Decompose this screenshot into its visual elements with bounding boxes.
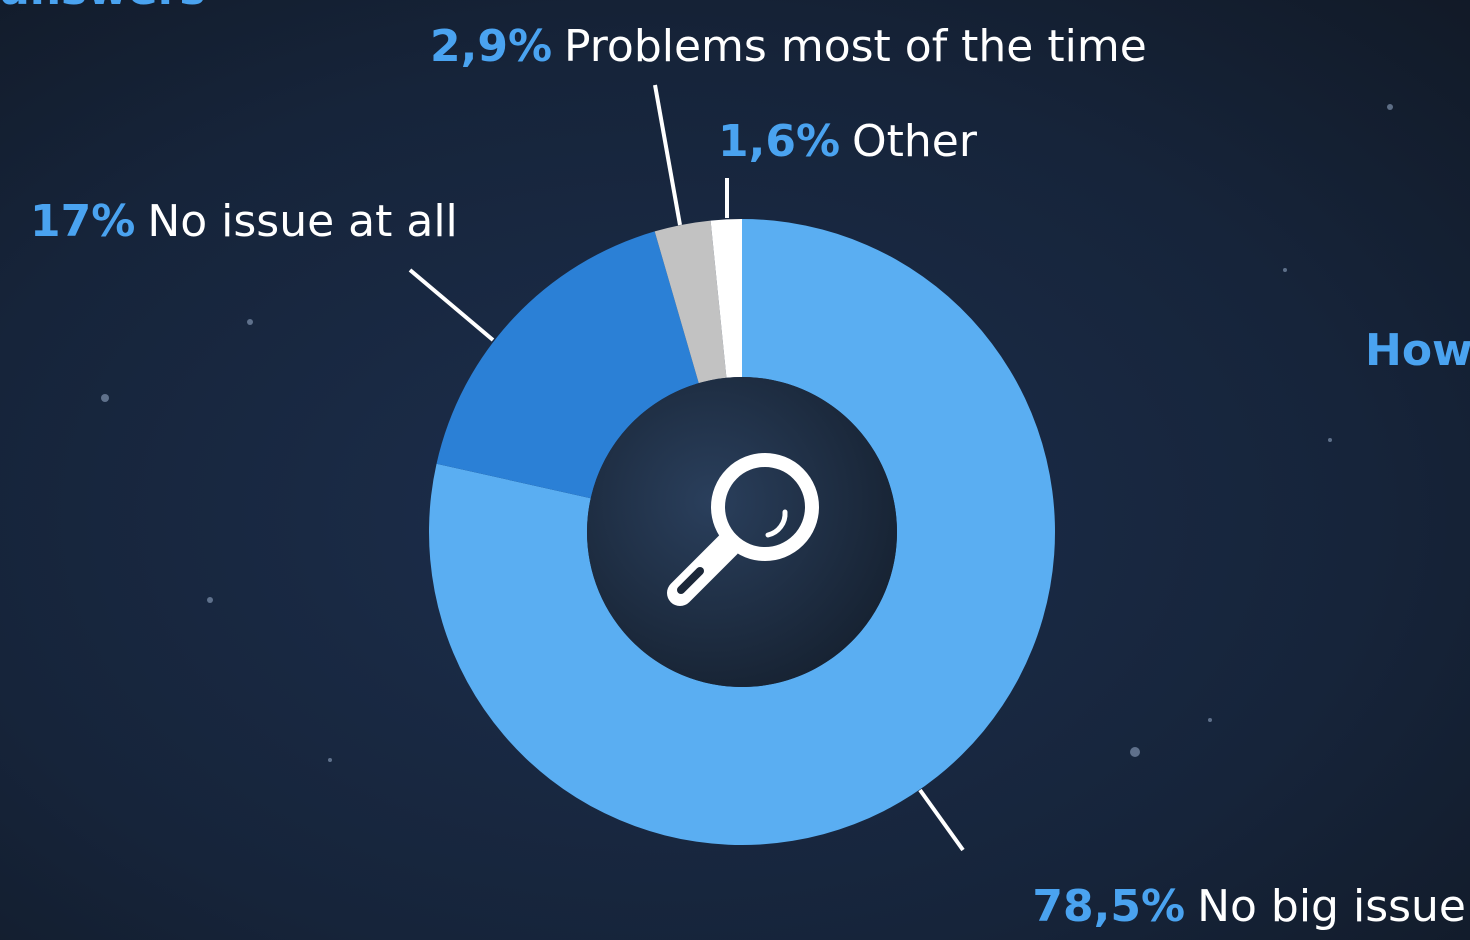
category-label: Other <box>852 116 978 167</box>
slice-label: 2,9%Problems most of the time <box>430 21 1147 72</box>
category-label: Problems most of the time <box>564 21 1147 72</box>
slice-label: 17%No issue at all <box>30 196 458 247</box>
category-label: No big issue <box>1197 881 1466 932</box>
chart: answers How 78,5%No big issue 17%No issue… <box>0 0 1470 940</box>
value-label: 78,5% <box>1032 881 1185 932</box>
donut-hole <box>587 377 897 687</box>
cropped-heading: answers <box>0 0 206 15</box>
value-label: 1,6% <box>718 116 840 167</box>
value-label: 2,9% <box>430 21 552 72</box>
slice-label: 78,5%No big issue <box>1032 881 1466 932</box>
value-label: 17% <box>30 196 135 247</box>
cropped-side-heading: How <box>1365 325 1470 376</box>
category-label: No issue at all <box>147 196 457 247</box>
